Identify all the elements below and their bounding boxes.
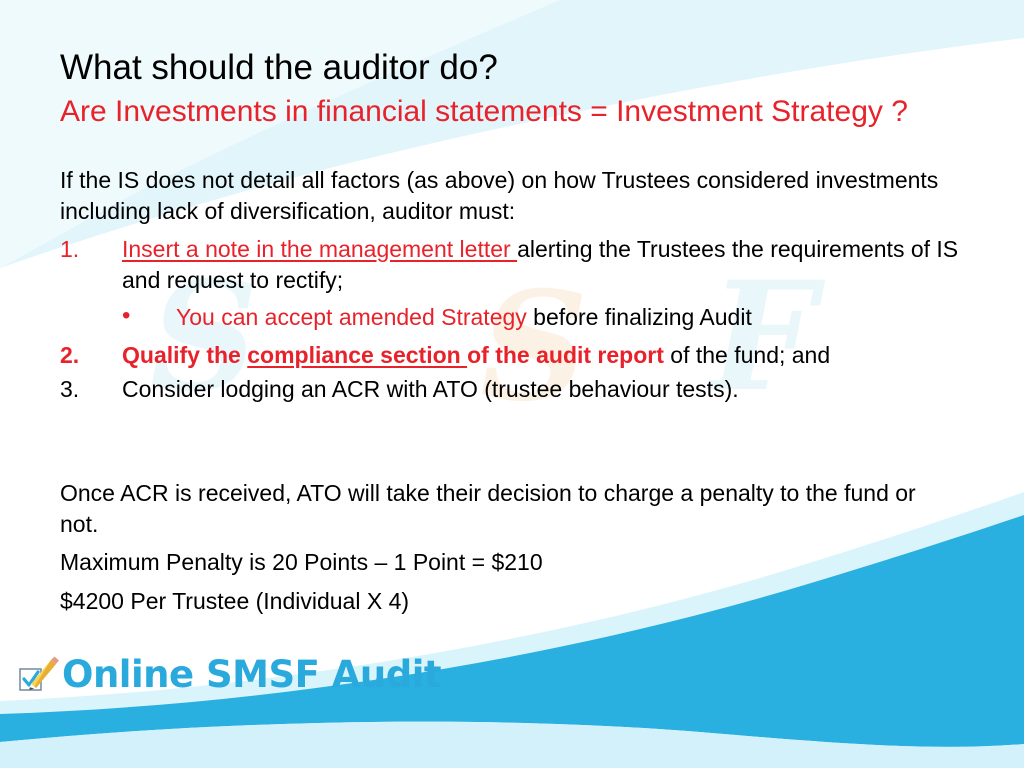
slide-body: If the IS does not detail all factors (a… <box>60 165 970 409</box>
list-item-3: 3. Consider lodging an ACR with ATO (tru… <box>60 374 970 405</box>
pencil-eraser <box>51 656 59 664</box>
checkbox-pencil-icon <box>14 651 60 697</box>
closing-block: Once ACR is received, ATO will take thei… <box>60 478 960 624</box>
closing-paragraph-3: $4200 Per Trustee (Individual X 4) <box>60 587 410 614</box>
list-marker-3: 3. <box>60 376 80 403</box>
closing-paragraph-1: Once ACR is received, ATO will take thei… <box>60 480 916 537</box>
list-item-1: 1. Insert a note in the management lette… <box>60 234 970 333</box>
slide-title-block: What should the auditor do? Are Investme… <box>60 48 980 130</box>
list-item-3-text: Consider lodging an ACR with ATO (truste… <box>122 376 739 403</box>
intro-paragraph: If the IS does not detail all factors (a… <box>60 167 939 224</box>
bullet-dot-icon: • <box>122 302 131 330</box>
pencil-shade <box>34 660 56 688</box>
closing-paragraph-2: Maximum Penalty is 20 Points – 1 Point =… <box>60 549 543 576</box>
list-marker-2: 2. <box>60 341 80 368</box>
list-item-2-mid: of the audit report <box>467 341 664 368</box>
list-item-1-emphasis: Insert a note in the management letter <box>122 236 518 263</box>
sub-bullet-item-1: • You can accept amended Strategy before… <box>122 302 970 333</box>
list-marker-1: 1. <box>60 236 80 263</box>
slide-subtitle: Are Investments in financial statements … <box>60 95 908 129</box>
brand-logo: Online SMSF Audit <box>14 648 442 700</box>
list-item-2: 2. Qualify the compliance section of the… <box>60 340 970 371</box>
sub-bullet-text: before finalizing Audit <box>526 304 752 331</box>
list-item-2-emphasis: compliance section <box>247 341 468 368</box>
list-item-1-text: alerting the Trustees the requirements o… <box>122 236 959 293</box>
list-item-2-lead: Qualify the <box>122 341 248 368</box>
list-item-2-text: of the fund; and <box>663 341 831 368</box>
sub-bullet-emphasis: You can accept amended Strategy <box>176 304 527 331</box>
numbered-list: 1. Insert a note in the management lette… <box>60 234 970 405</box>
sub-bullet-list: • You can accept amended Strategy before… <box>122 302 970 333</box>
slide-title: What should the auditor do? <box>60 48 498 87</box>
pencil-point <box>29 687 35 690</box>
check-mark-icon <box>22 670 40 687</box>
logo-text: Online SMSF Audit <box>62 652 442 696</box>
